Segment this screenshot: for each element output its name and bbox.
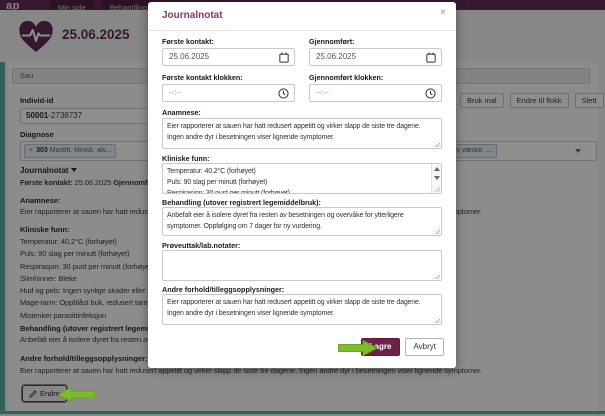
behandling-value: Anbefalt eier å isolere dyret fra resten… <box>167 212 404 230</box>
gjennomfort-date-value: 25.06.2025 <box>316 52 357 61</box>
annotation-arrow-to-lagre <box>337 340 378 361</box>
close-icon[interactable]: × <box>440 7 446 18</box>
endre-button-label: Endre <box>40 388 61 398</box>
visit-date: 25.06.2025 <box>62 27 130 42</box>
contact-summary-line: Første kontakt: 25.06.2025 Gjennomført: <box>20 178 160 187</box>
anamnese-textarea[interactable]: Eier rapporterer at sauen har hatt redus… <box>162 118 442 149</box>
annotation-arrow-to-endre <box>57 387 96 407</box>
teal-bottom-accent <box>0 411 605 414</box>
avbryt-button[interactable]: Avbryt <box>405 338 444 356</box>
gjennomfort-time-input[interactable]: --:-- <box>309 84 442 102</box>
forste-klokken-value: --:-- <box>169 88 182 97</box>
modal-kliniske-label: Kliniske funn: <box>162 154 210 163</box>
kliniske-funn-label: Kliniske funn: <box>20 225 70 234</box>
app-logo[interactable]: ap <box>6 0 20 10</box>
modal-title: Journalnotat <box>162 10 223 21</box>
kliniske-value: Temperatur: 40,2°C (forhøyet) Puls: 90 s… <box>167 168 290 194</box>
diagnose-code: 303 <box>36 147 48 154</box>
individ-id-suffix: -2738737 <box>48 111 83 120</box>
scroll-down-icon[interactable] <box>434 176 440 180</box>
slett-button[interactable]: Slett <box>574 93 604 108</box>
modal-behandling-label: Behandling (utover registrert legemiddel… <box>162 198 321 207</box>
diagnose-chip[interactable]: × 303 Mastitt, klinisk, alv... <box>24 144 117 158</box>
resize-handle[interactable] <box>433 316 440 323</box>
resize-handle[interactable] <box>433 272 440 279</box>
anamnese-label: Anamnese: <box>20 196 61 205</box>
modal-forste-klokken-label: Første kontakt klokken: <box>162 73 243 82</box>
chevron-down-icon[interactable] <box>575 149 581 153</box>
scroll-up-icon[interactable] <box>434 167 440 171</box>
heart-pulse-icon <box>18 20 54 59</box>
modal-proveuttak-label: Prøveuttak/lab.notater: <box>162 241 241 250</box>
andre-forhold-text: Eier rapporterer at sauen har hatt redus… <box>20 366 483 375</box>
forste-kontakt-date-input[interactable]: 25.06.2025 <box>162 48 295 66</box>
anamnese-value: Eier rapporterer at sauen har hatt redus… <box>167 123 421 141</box>
modal-gjennomfort-label: Gjennomført: <box>309 37 355 46</box>
record-actions: Bruk mal Endre til flokk Slett <box>460 93 604 108</box>
behandling-textarea[interactable]: Anbefalt eier å isolere dyret fra resten… <box>162 207 442 236</box>
modal-forste-kontakt-label: Første kontakt: <box>162 37 214 46</box>
forste-kontakt-date-value: 25.06.2025 <box>169 52 210 61</box>
modal-gjennomfort-klokken-label: Gjennomført klokken: <box>309 73 384 82</box>
journalnotat-toggle[interactable]: Journalnotat <box>20 166 78 175</box>
diagnose-label: Diagnose <box>20 130 54 139</box>
resize-handle[interactable] <box>433 140 440 147</box>
andre-textarea[interactable]: Eier rapporterer at sauen har hatt redus… <box>162 294 442 325</box>
modal-anamnese-label: Anamnese: <box>162 108 201 117</box>
calendar-icon[interactable] <box>279 52 289 69</box>
modal-andre-label: Andre forhold/tilleggsopplysninger: <box>162 285 285 294</box>
clock-icon[interactable] <box>425 88 436 105</box>
clock-icon[interactable] <box>278 88 289 105</box>
resize-handle[interactable] <box>433 185 440 192</box>
gjennomfort-label: Gjennomført: <box>113 178 160 187</box>
kliniske-funn-textarea[interactable]: Temperatur: 40,2°C (forhøyet) Puls: 90 s… <box>162 163 442 194</box>
proveuttak-textarea[interactable] <box>162 250 442 281</box>
forste-kontakt-label: Første kontakt: <box>20 178 73 187</box>
forste-kontakt-value: 25.06.2025 <box>74 178 112 187</box>
individ-id-prefix: 50001 <box>26 111 49 120</box>
pencil-icon <box>29 389 37 398</box>
journalnotat-modal: Journalnotat × Første kontakt: 25.06.202… <box>148 2 456 368</box>
chip-remove-icon[interactable]: × <box>29 147 34 154</box>
resize-handle[interactable] <box>433 227 440 234</box>
bruk-mal-button[interactable]: Bruk mal <box>460 93 504 108</box>
calendar-icon[interactable] <box>426 52 436 69</box>
modal-header: Journalnotat × <box>148 2 456 31</box>
teal-side-accent <box>0 62 5 414</box>
behandling-label: Behandling (utover registrert legemiddel… <box>20 324 186 333</box>
individ-id-label: Individ-id <box>20 96 54 105</box>
textarea-scrollbar[interactable] <box>431 164 441 193</box>
caret-down-icon <box>71 168 78 172</box>
diagnose-text: Mastitt, klinisk, alv... <box>49 147 112 154</box>
nav-item-1[interactable]: Min side <box>49 0 94 10</box>
medication-text: et inj væske, ... <box>445 147 493 154</box>
nav-item-2[interactable]: Behandling <box>101 0 156 10</box>
andre-forhold-label: Andre forhold/tilleggsopplysninger: <box>20 354 148 363</box>
gjennomfort-date-input[interactable]: 25.06.2025 <box>309 48 442 66</box>
forste-kontakt-time-input[interactable]: --:-- <box>162 84 295 102</box>
gjennomfort-klokken-value: --:-- <box>316 88 329 97</box>
andre-value: Eier rapporterer at sauen har hatt redus… <box>167 299 421 317</box>
journalnotat-toggle-label: Journalnotat <box>20 166 69 175</box>
kliniske-funn-text: Temperatur: 40,2°C (forhøyet) Puls: 90 s… <box>20 237 159 320</box>
endre-til-flokk-button[interactable]: Endre til flokk <box>509 93 569 108</box>
